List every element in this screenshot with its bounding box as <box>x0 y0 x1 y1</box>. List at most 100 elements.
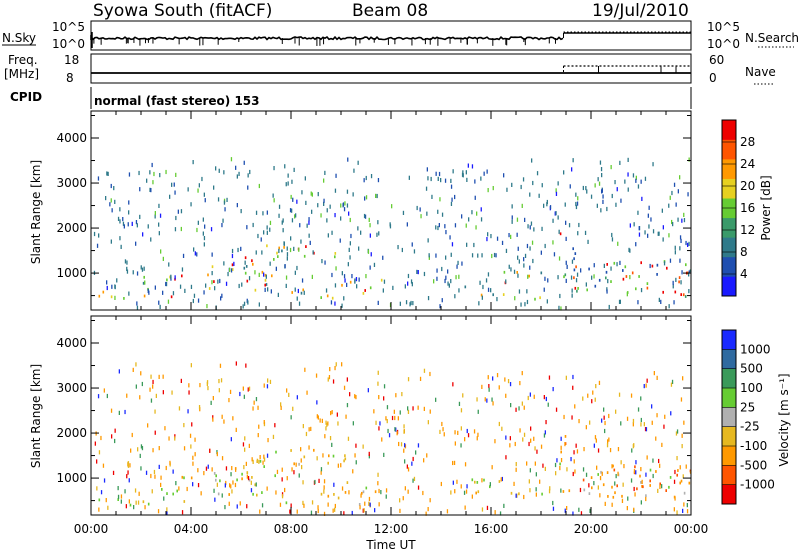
data-cell <box>364 501 366 506</box>
data-cell <box>275 450 277 454</box>
data-cell <box>128 210 130 215</box>
data-cell <box>431 194 433 199</box>
data-cell <box>635 178 637 183</box>
data-cell <box>574 404 576 409</box>
data-cell <box>287 181 289 186</box>
data-cell <box>324 170 326 175</box>
data-cell <box>187 409 189 414</box>
data-cell <box>106 285 108 291</box>
data-cell <box>207 273 209 277</box>
data-cell <box>175 481 177 486</box>
data-cell <box>423 458 425 463</box>
data-cell <box>533 227 535 232</box>
data-cell <box>529 488 531 493</box>
data-cell <box>265 283 268 286</box>
data-cell <box>399 301 401 306</box>
data-cell <box>595 438 597 443</box>
data-cell <box>393 409 395 414</box>
data-cell <box>258 302 260 307</box>
data-cell <box>618 299 621 304</box>
data-cell <box>515 407 517 412</box>
data-cell <box>648 224 650 229</box>
data-cell <box>283 241 285 246</box>
data-cell <box>252 492 254 496</box>
data-cell <box>369 286 372 290</box>
data-cell <box>284 264 286 269</box>
data-cell <box>231 253 234 259</box>
data-cell <box>638 275 640 278</box>
data-cell <box>492 293 494 297</box>
data-cell <box>97 176 100 181</box>
data-cell <box>516 217 519 222</box>
data-cell <box>588 483 590 488</box>
data-cell <box>658 458 660 464</box>
y-tick-label: 4000 <box>56 336 87 350</box>
data-cell <box>346 203 349 208</box>
data-cell <box>231 466 233 471</box>
data-cell <box>246 504 248 509</box>
data-cell <box>240 246 242 251</box>
data-cell <box>644 427 647 432</box>
data-cell <box>120 244 122 249</box>
data-cell <box>109 202 111 207</box>
data-cell <box>454 194 456 200</box>
data-cell <box>346 282 348 287</box>
data-cell <box>640 422 642 427</box>
data-cell <box>471 210 473 215</box>
data-cell <box>619 260 621 265</box>
data-cell <box>179 284 182 289</box>
data-cell <box>277 292 279 297</box>
data-cell <box>572 374 574 380</box>
colorbar-tick-label: -500 <box>740 458 767 472</box>
data-cell <box>417 443 420 448</box>
data-cell <box>591 399 593 404</box>
data-cell <box>656 413 658 418</box>
data-cell <box>454 294 456 299</box>
data-cell <box>187 187 189 192</box>
data-cell <box>458 274 460 279</box>
data-cell <box>327 502 329 507</box>
data-cell <box>677 189 679 194</box>
data-cell <box>641 485 643 488</box>
data-cell <box>425 186 428 191</box>
data-cell <box>325 426 327 431</box>
data-cell <box>438 223 440 228</box>
data-cell <box>270 289 272 294</box>
data-cell <box>368 496 371 502</box>
data-cell <box>246 471 249 474</box>
data-cell <box>231 489 233 494</box>
data-cell <box>510 403 512 408</box>
data-cell <box>566 264 568 269</box>
data-cell <box>611 502 613 507</box>
data-cell <box>632 422 634 427</box>
data-cell <box>638 226 640 231</box>
data-cell <box>455 275 457 280</box>
beam-title: Beam 08 <box>352 1 428 21</box>
data-cell <box>377 481 379 486</box>
data-cell <box>635 287 637 291</box>
data-cell <box>471 253 474 258</box>
data-cell <box>335 173 337 178</box>
data-cell <box>166 278 168 282</box>
data-cell <box>568 223 571 228</box>
data-cell <box>211 252 213 257</box>
power-ylabel: Slant Range [km] <box>29 160 43 264</box>
data-cell <box>588 267 590 271</box>
data-cell <box>143 275 145 279</box>
data-cell <box>334 507 336 512</box>
data-cell <box>136 271 139 276</box>
data-cell <box>247 300 249 305</box>
data-cell <box>352 192 354 197</box>
data-cell <box>681 433 683 438</box>
data-cell <box>369 233 371 238</box>
data-cell <box>127 470 129 475</box>
data-cell <box>505 248 508 253</box>
data-cell <box>285 501 288 505</box>
data-cell <box>539 296 541 300</box>
data-cell <box>153 171 155 177</box>
data-cell <box>671 379 674 384</box>
data-cell <box>160 482 162 487</box>
data-cell <box>557 215 559 220</box>
velocity-x-axis: 00:00 04:00 08:00 12:00 16:00 20:00 00:00 <box>74 316 708 536</box>
data-cell <box>554 211 556 216</box>
